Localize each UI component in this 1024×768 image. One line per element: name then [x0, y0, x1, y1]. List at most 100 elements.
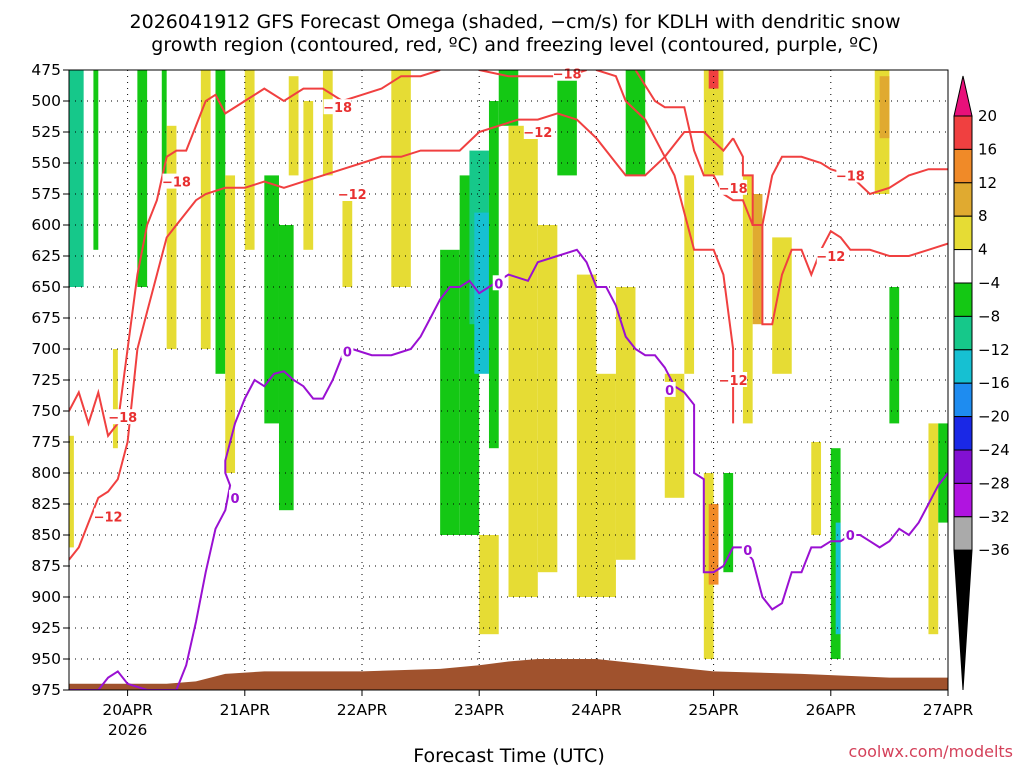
dgz-contour-label: −18 — [323, 101, 352, 116]
colorbar-label: −28 — [978, 474, 1010, 492]
omega-cell — [835, 522, 841, 635]
omega-cell — [322, 70, 333, 176]
omega-cell — [303, 101, 314, 250]
y-tick-label: 875 — [31, 557, 61, 575]
x-tick-label: 27APR — [923, 701, 974, 719]
dgz-contour-label-bg — [323, 99, 352, 115]
dgz-contour-label: −12 — [523, 126, 552, 141]
colorbar-swatch — [953, 115, 973, 150]
dgz-contour-label-bg — [719, 179, 748, 195]
omega-cell — [479, 535, 499, 635]
dgz-contour-label: −18 — [719, 182, 748, 197]
omega-cell — [708, 70, 719, 89]
y-tick-label: 575 — [31, 185, 61, 203]
omega-cell — [244, 70, 255, 250]
omega-cell — [938, 423, 948, 523]
omega-cell — [288, 76, 299, 176]
colorbar-swatch — [953, 416, 973, 451]
freezing-contour-label-bg — [229, 489, 242, 505]
colorbar-label: −36 — [978, 541, 1010, 559]
freezing-contour-label: 0 — [665, 384, 674, 399]
freezing-contour-label-bg — [741, 541, 754, 557]
dgz-contour-label: −12 — [338, 188, 367, 203]
omega-cell — [615, 287, 636, 560]
omega-cell — [488, 101, 499, 449]
dgz-contour-label: −12 — [816, 250, 845, 265]
freezing-level-line — [69, 248, 948, 690]
omega-cell — [684, 175, 695, 374]
y-tick-label: 825 — [31, 495, 61, 513]
terrain-fill — [69, 659, 948, 690]
colorbar: 20 16 12 8 4 −4 −8 −12 −16 −20 −24 −28 −32 −36 — [953, 75, 1010, 691]
dgz-contour-label-bg — [94, 508, 123, 524]
omega-cell — [703, 70, 724, 176]
colorbar-swatch — [953, 382, 973, 418]
y-tick-label: 625 — [31, 247, 61, 265]
omega-cell — [889, 287, 900, 424]
dgz-contour-line — [732, 137, 948, 326]
colorbar-top-arrow — [953, 75, 973, 117]
omega-cell — [112, 349, 118, 449]
dgz-contour-label-bg — [836, 167, 865, 183]
omega-cell — [474, 212, 489, 374]
y-tick-label: 975 — [31, 681, 61, 699]
credit-link[interactable]: coolwx.com/modelts — [849, 742, 1013, 761]
x-tick-label: 21APR — [220, 701, 271, 719]
omega-cell — [166, 125, 177, 349]
dgz-contour-label: −18 — [108, 411, 137, 426]
omega-cell — [723, 473, 734, 573]
dgz-contour-line — [69, 70, 441, 439]
freezing-contour-label-bg — [844, 527, 857, 542]
y-tick-label: 650 — [31, 278, 61, 296]
y-tick-label: 525 — [31, 123, 61, 141]
freezing-contour-label-bg — [492, 275, 505, 291]
dgz-contour-label-bg — [523, 124, 552, 139]
colorbar-swatch — [953, 182, 973, 217]
colorbar-swatch — [953, 449, 973, 484]
omega-cell — [664, 373, 685, 498]
x-tick-label: 22APR — [337, 701, 388, 719]
y-tick-label: 550 — [31, 154, 61, 172]
colorbar-label: 8 — [978, 207, 988, 225]
temperature-contours — [69, 70, 948, 690]
dgz-contour-label-bg — [816, 248, 845, 263]
omega-cell — [69, 435, 74, 548]
x-tick-sublabel: 2026 — [108, 721, 147, 739]
dgz-contour-line — [596, 70, 735, 424]
colorbar-swatch — [953, 249, 973, 284]
y-tick-label: 600 — [31, 216, 61, 234]
omega-cell — [200, 70, 211, 349]
omega-cell — [137, 70, 148, 287]
freezing-contour-label: 0 — [846, 529, 855, 544]
colorbar-label: 16 — [978, 140, 997, 158]
dgz-contour-label: −12 — [719, 374, 748, 389]
omega-cell — [93, 70, 99, 250]
omega-cell — [625, 70, 646, 176]
omega-cell — [215, 70, 226, 374]
dgz-contour-label: −18 — [553, 68, 582, 83]
omega-cell — [508, 125, 538, 598]
freezing-contour-label-bg — [341, 343, 354, 359]
x-tick-label: 23APR — [454, 701, 505, 719]
y-tick-label: 775 — [31, 433, 61, 451]
omega-cell — [391, 70, 411, 287]
x-axis: 20APR 2026 21APR 22APR 23APR 24APR 25APR 26APR 2… — [102, 690, 973, 739]
omega-cell — [225, 175, 236, 473]
freezing-contour-label-bg — [663, 381, 676, 397]
y-tick-label: 500 — [31, 92, 61, 110]
dgz-contour-label-bg — [162, 173, 191, 189]
x-tick-label: 26APR — [806, 701, 857, 719]
dgz-contour-line — [69, 112, 734, 561]
dgz-contour-label-bg — [719, 372, 748, 387]
colorbar-label: −16 — [978, 374, 1010, 392]
dgz-contour-label: −12 — [94, 510, 123, 525]
omega-cell — [879, 76, 890, 139]
y-tick-label: 700 — [31, 340, 61, 358]
omega-cell — [161, 70, 167, 176]
y-tick-label: 475 — [31, 61, 61, 79]
colorbar-swatch — [953, 215, 973, 251]
freezing-contour-label: 0 — [343, 345, 352, 360]
y-tick-label: 800 — [31, 464, 61, 482]
y-axis: 475 500 525 550 575 600 625 650 675 700 725 750 775 8… — [31, 61, 69, 699]
